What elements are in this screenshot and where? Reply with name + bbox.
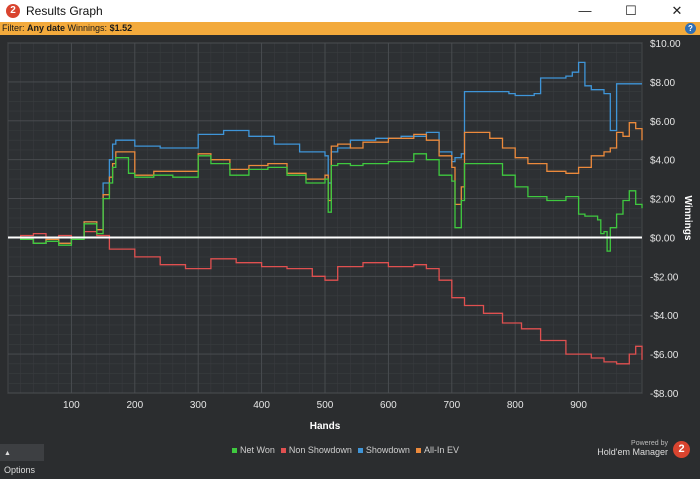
series-line-net-won bbox=[8, 153, 643, 252]
minimize-button[interactable]: — bbox=[562, 0, 608, 22]
x-tick-label: 500 bbox=[317, 400, 334, 411]
x-axis-label: Hands bbox=[310, 421, 341, 432]
filter-value[interactable]: Any date bbox=[27, 23, 66, 33]
x-tick-label: 200 bbox=[126, 400, 143, 411]
product-name: Hold'em Manager bbox=[597, 447, 668, 457]
chevron-up-icon: ▲ bbox=[4, 450, 11, 457]
powered-by: Powered by Hold'em Manager bbox=[597, 440, 668, 457]
window-title: Results Graph bbox=[26, 4, 103, 18]
powered-by-label: Powered by bbox=[631, 440, 668, 447]
y-axis-label: Winnings bbox=[682, 196, 693, 241]
x-tick-label: 300 bbox=[190, 400, 207, 411]
legend-label: Net Won bbox=[240, 445, 275, 455]
legend-swatch bbox=[357, 448, 363, 454]
winnings-value: $1.52 bbox=[109, 23, 133, 33]
x-tick-label: 600 bbox=[380, 400, 397, 411]
holdem-manager-logo-icon: 2 bbox=[673, 441, 690, 458]
y-tick-label: $8.00 bbox=[650, 78, 675, 89]
close-button[interactable]: ✕ bbox=[654, 0, 700, 22]
series-line-all-in-ev bbox=[8, 122, 643, 244]
legend-label: Showdown bbox=[365, 445, 410, 455]
app-logo-icon: 2 bbox=[6, 4, 20, 18]
footer-bar: ▲ Options Net Won Non Showdown Showdown All… bbox=[0, 440, 700, 475]
y-tick-label: $6.00 bbox=[650, 117, 675, 128]
legend-label: All-In EV bbox=[423, 445, 459, 455]
x-tick-label: 100 bbox=[63, 400, 80, 411]
winnings-label: Winnings: bbox=[67, 23, 108, 33]
y-tick-label: -$8.00 bbox=[650, 389, 679, 400]
y-tick-label: $2.00 bbox=[650, 195, 675, 206]
x-tick-label: 900 bbox=[570, 400, 587, 411]
y-tick-label: $10.00 bbox=[650, 39, 681, 50]
legend-label: Non Showdown bbox=[288, 445, 352, 455]
x-tick-label: 400 bbox=[253, 400, 270, 411]
close-icon: ✕ bbox=[671, 3, 683, 18]
options-label: Options bbox=[4, 465, 36, 475]
help-icon[interactable]: ? bbox=[685, 23, 696, 34]
y-tick-label: -$6.00 bbox=[650, 350, 679, 361]
x-tick-label: 800 bbox=[507, 400, 524, 411]
maximize-icon: ☐ bbox=[625, 3, 637, 18]
options-button[interactable]: ▲ Options bbox=[0, 444, 44, 475]
legend-swatch bbox=[415, 448, 421, 454]
results-graph-svg: 100 200 300 400 500 600 700 800 900 -$8.00 -$6.00 -… bbox=[7, 39, 693, 432]
legend-item[interactable]: Non Showdown bbox=[280, 445, 352, 455]
maximize-button[interactable]: ☐ bbox=[608, 0, 654, 22]
results-graph-chart: 100 200 300 400 500 600 700 800 900 -$8.00 -$6.00 -… bbox=[0, 35, 700, 441]
legend-swatch bbox=[280, 448, 286, 454]
window-titlebar: 2 Results Graph — ☐ ✕ bbox=[0, 0, 700, 23]
legend-item[interactable]: Net Won bbox=[232, 445, 275, 455]
minimize-icon: — bbox=[578, 3, 592, 18]
x-tick-label: 700 bbox=[443, 400, 460, 411]
chart-legend: Net Won Non Showdown Showdown All-In EV bbox=[232, 445, 465, 455]
y-tick-label: $0.00 bbox=[650, 233, 675, 244]
legend-swatch bbox=[232, 448, 237, 454]
y-tick-label: -$4.00 bbox=[650, 311, 679, 322]
y-tick-label: $4.00 bbox=[650, 156, 675, 167]
legend-item[interactable]: Showdown bbox=[357, 445, 410, 455]
legend-item[interactable]: All-In EV bbox=[415, 445, 459, 455]
filter-bar: Filter: Any date Winnings: $1.52 ? bbox=[0, 22, 700, 35]
y-tick-label: -$2.00 bbox=[650, 272, 679, 283]
filter-label: Filter: bbox=[2, 23, 25, 33]
